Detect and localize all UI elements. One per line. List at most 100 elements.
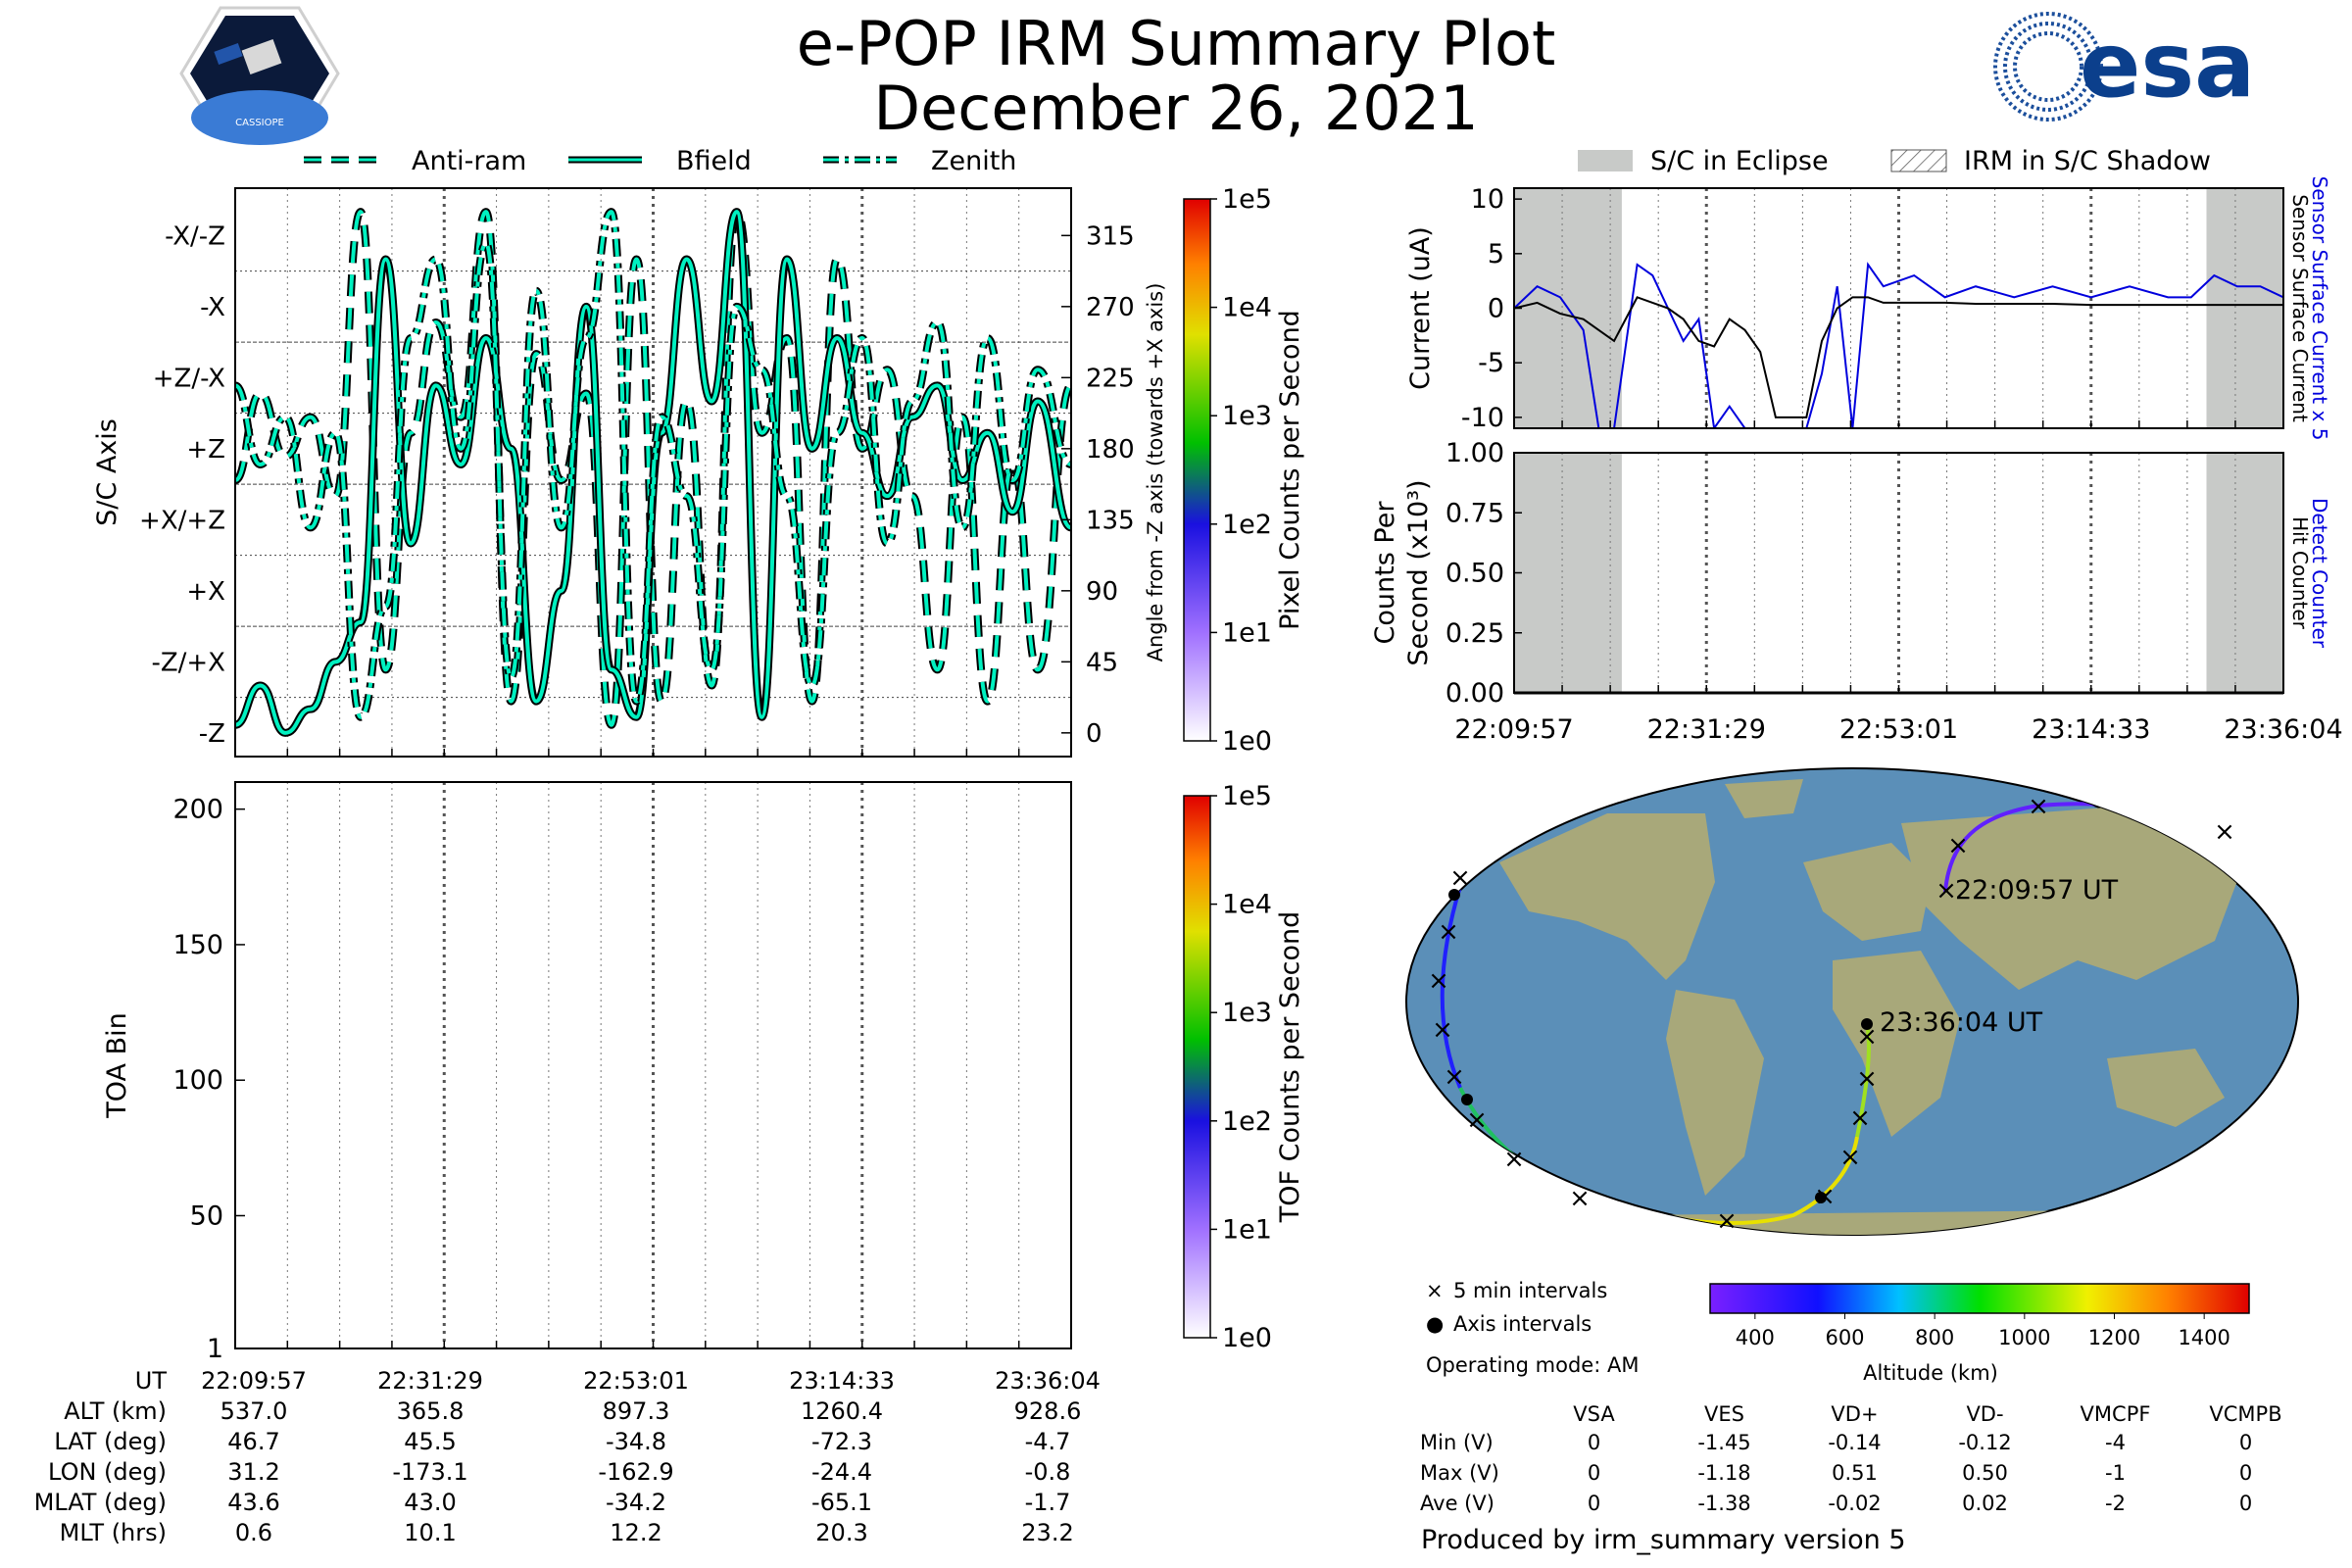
altitude-tick-label: 800 (1915, 1326, 1954, 1349)
operating-mode: Operating mode: AM (1426, 1353, 1640, 1377)
interval-marker: × (2214, 817, 2235, 847)
land-shape (1833, 951, 1960, 1137)
eclipse-band (2206, 453, 2283, 693)
summary-cell: 23:14:33 (789, 1366, 895, 1395)
summary-row-label: LON (deg) (48, 1457, 167, 1486)
land-shape (1725, 779, 1803, 818)
map-legend-axis: Axis intervals (1453, 1312, 1592, 1336)
cassiope-text: CASSIOPE (235, 118, 284, 128)
toa-ylabel: TOA Bin (102, 1012, 132, 1118)
colorbar-tick-label: 1e3 (1222, 998, 1272, 1028)
summary-cell: -34.2 (605, 1488, 667, 1516)
current-tick-label: -10 (1461, 403, 1504, 433)
colorbar-tick-label: 1e1 (1222, 617, 1272, 648)
voltage-cell: -1.18 (1697, 1460, 1751, 1485)
summary-cell: 31.2 (227, 1457, 280, 1486)
colorbar-tick-label: 1e1 (1222, 1214, 1272, 1245)
interval-marker: × (1432, 1015, 1453, 1045)
voltage-row: Max (V) 0 -1.18 0.51 0.50 -1 0 (1419, 1457, 2311, 1488)
colorbar-tick-label: 1e5 (1222, 184, 1272, 215)
summary-cell: -4.7 (1024, 1427, 1071, 1455)
voltage-header: VD+ (1831, 1402, 1879, 1426)
summary-cell: 10.1 (404, 1518, 457, 1546)
summary-cell: -173.1 (392, 1457, 468, 1486)
voltage-cell: -1 (2105, 1460, 2126, 1485)
interval-marker: × (1503, 1145, 1525, 1174)
summary-row: UT 22:09:57 22:31:29 22:53:01 23:14:33 23:36:… (20, 1365, 1151, 1396)
altitude-tick-label: 600 (1825, 1326, 1864, 1349)
map-end-label: 23:36:04 UT (1880, 1007, 2043, 1038)
interval-marker: × (1466, 1105, 1488, 1135)
voltage-cell: 0 (1587, 1460, 1601, 1485)
current-ylabel: Current (uA) (1405, 226, 1436, 390)
surface-current-label: Sensor Surface Current (2288, 194, 2312, 422)
toa-tick-label: 150 (172, 930, 223, 960)
summary-cell: 1260.4 (801, 1396, 883, 1425)
summary-cell: 12.2 (610, 1518, 662, 1546)
voltage-row-label: Ave (V) (1420, 1491, 1494, 1515)
axis-tick-label: -Z/+X (151, 648, 225, 677)
eclipse-band (1514, 453, 1622, 693)
counts-time-label: 22:31:29 (1647, 714, 1766, 745)
eclipse-band (2206, 188, 2283, 428)
colorbar-tick-label: 1e4 (1222, 890, 1272, 920)
voltage-cell: -0.12 (1958, 1430, 2012, 1454)
sensor-current-label: Sensor Surface Current x 5 (2308, 176, 2331, 441)
plot-date: December 26, 2021 (873, 73, 1479, 144)
counts-tick-label: 1.00 (1446, 438, 1504, 468)
world-map-land (1499, 779, 2244, 1235)
voltage-row-label: Min (V) (1420, 1430, 1494, 1454)
summary-cell: -162.9 (598, 1457, 674, 1486)
axis-tick-label: -Z (199, 719, 225, 749)
summary-row: LON (deg) 31.2 -173.1 -162.9 -24.4 -0.8 (20, 1456, 1151, 1487)
voltage-cell: -4 (2105, 1430, 2126, 1454)
counts-time-label: 22:53:01 (1839, 714, 1958, 745)
summary-cell: 22:09:57 (201, 1366, 307, 1395)
voltage-row: Ave (V) 0 -1.38 -0.02 0.02 -2 0 (1419, 1488, 2311, 1518)
summary-row: MLAT (deg) 43.6 43.0 -34.2 -65.1 -1.7 (20, 1487, 1151, 1517)
colorbar-pixel (1183, 198, 1211, 742)
interval-marker: × (2028, 792, 2049, 821)
colorbar-tick-label: 1e5 (1222, 781, 1272, 811)
voltage-header: VSA (1573, 1402, 1615, 1426)
summary-cell: -34.8 (605, 1427, 667, 1455)
summary-row-label: MLT (hrs) (59, 1518, 167, 1546)
voltage-cell: 0 (1587, 1491, 1601, 1515)
counts-time-label: 23:36:04 (2224, 714, 2342, 745)
angle-tick-label: 270 (1086, 293, 1135, 322)
summary-cell: 928.6 (1013, 1396, 1082, 1425)
axis-y2label: Angle from -Z axis (towards +X axis) (1144, 283, 1167, 662)
voltage-header: VES (1704, 1402, 1744, 1426)
interval-marker: × (1438, 917, 1459, 947)
summary-cell: 45.5 (404, 1427, 457, 1455)
voltage-header-blank (1419, 1401, 1529, 1427)
voltage-cell: -0.14 (1828, 1430, 1882, 1454)
summary-row-label: UT (134, 1366, 167, 1395)
plot-title: e-POP IRM Summary Plot (796, 8, 1556, 79)
voltage-row: Min (V) 0 -1.45 -0.14 -0.12 -4 0 (1419, 1427, 2311, 1457)
interval-marker: × (1449, 863, 1471, 893)
colorbar-tick-label: 1e4 (1222, 293, 1272, 323)
legend-label-anti-ram: Anti-ram (412, 146, 526, 176)
axis-tick-label: +X/+Z (139, 506, 225, 535)
axis-tick-label: -X/-Z (165, 221, 225, 251)
eclipse-legend-label: S/C in Eclipse (1650, 146, 1829, 176)
axis-tick-label: +Z/-X (153, 364, 225, 393)
axis-ylabel: S/C Axis (92, 418, 122, 526)
summary-row-label: LAT (deg) (54, 1427, 167, 1455)
summary-cell: -0.8 (1024, 1457, 1071, 1486)
summary-cell: 23.2 (1021, 1518, 1074, 1546)
summary-cell: 23:36:04 (995, 1366, 1101, 1395)
current-tick-label: 10 (1471, 184, 1504, 215)
voltage-header: VMCPF (2080, 1402, 2151, 1426)
angle-tick-label: 45 (1086, 648, 1118, 677)
summary-row: ALT (km) 537.0 365.8 897.3 1260.4 928.6 (20, 1396, 1151, 1426)
interval-marker: × (1839, 1143, 1861, 1172)
voltage-table: VSA VES VD+ VD- VMCPF VCMPB Min (V) 0 -1.45 -0.1… (1419, 1401, 2311, 1518)
footer-text: Produced by irm_summary version 5 (1421, 1525, 1906, 1555)
angle-tick-label: 315 (1086, 221, 1135, 251)
map-start-label: 22:09:57 UT (1955, 875, 2119, 906)
voltage-header: VD- (1966, 1402, 2004, 1426)
legend-label-bfield: Bfield (676, 146, 752, 176)
summary-cell: 537.0 (220, 1396, 288, 1425)
